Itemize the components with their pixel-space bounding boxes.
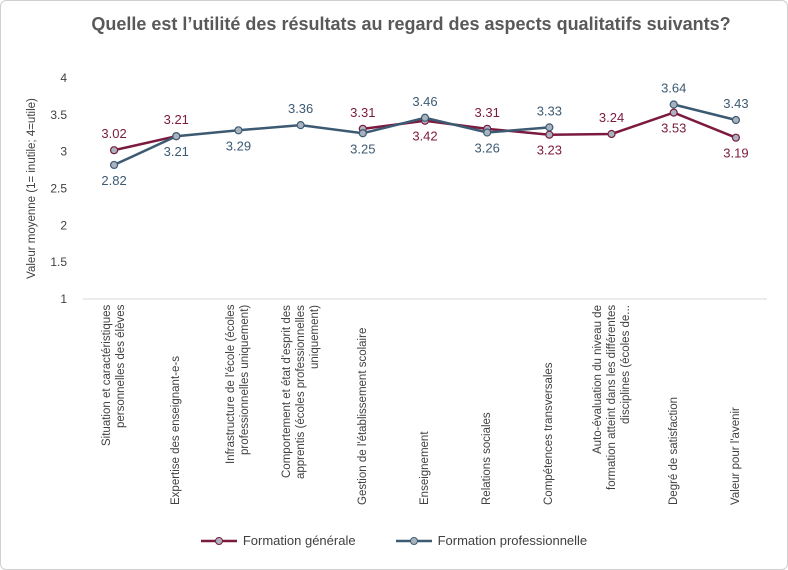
x-tick-label: Situation et caractéristiques personnell…	[101, 305, 128, 447]
legend-label: Formation générale	[242, 533, 356, 548]
x-tick-label: Valeur pour l'avenir	[729, 407, 742, 505]
data-label: 2.82	[101, 173, 126, 188]
data-label: 3.29	[226, 138, 251, 153]
data-label: 3.24	[599, 110, 624, 125]
legend-swatch	[395, 536, 432, 545]
point	[545, 130, 554, 139]
y-tick-label: 1.5	[50, 255, 67, 269]
data-label: 3.53	[661, 121, 686, 136]
data-label: 3.23	[537, 143, 562, 158]
point	[109, 146, 119, 155]
legend-item: Formation professionnelle	[395, 533, 588, 548]
data-label: 3.31	[350, 105, 375, 120]
data-label: 3.26	[475, 141, 500, 156]
point	[669, 108, 678, 117]
x-tick-label: Auto-évaluation du niveau de formation a…	[591, 305, 632, 491]
point	[669, 100, 678, 109]
point	[731, 133, 741, 142]
y-tick-label: 2.5	[50, 182, 67, 196]
point	[731, 115, 741, 125]
point	[483, 128, 492, 137]
x-tick-label: Enseignement	[419, 431, 431, 505]
data-label: 3.33	[537, 103, 562, 118]
point	[296, 121, 305, 130]
legend-marker	[409, 536, 418, 545]
chart-title: Quelle est l’utilité des résultats au re…	[91, 14, 731, 34]
data-label: 3.19	[723, 146, 748, 161]
y-tick-label: 3.5	[50, 108, 67, 122]
legend-label: Formation professionnelle	[437, 533, 588, 548]
y-tick-label: 3	[60, 145, 67, 159]
x-tick-label: Gestion de l'établissement scolaire	[356, 327, 369, 505]
y-tick-label: 1	[60, 292, 67, 306]
series-line	[113, 103, 737, 167]
x-tick-label: Comportement et état d'esprit des appren…	[280, 305, 321, 479]
point	[545, 123, 554, 132]
point	[109, 160, 119, 170]
data-label: 3.64	[661, 81, 686, 96]
x-tick-label: Infrastructure de l'école (écoles profes…	[225, 305, 252, 465]
data-label: 3.46	[412, 94, 437, 109]
data-label: 3.25	[350, 141, 375, 156]
data-label: 3.42	[412, 129, 437, 144]
point	[358, 129, 367, 138]
y-tick-label: 2	[60, 218, 67, 232]
x-tick-label: Expertise des enseignant-e-s	[170, 356, 183, 505]
y-axis-label: Valeur moyenne (1= inutile; 4=utile)	[26, 98, 38, 279]
data-label: 3.21	[164, 144, 189, 159]
legend-swatch	[200, 536, 237, 545]
data-label: 3.21	[164, 112, 189, 127]
legend: Formation générale Formation professionne…	[1, 533, 787, 548]
legend-marker	[214, 536, 223, 545]
data-label: 3.02	[101, 126, 126, 141]
point	[607, 129, 616, 139]
point	[234, 126, 243, 135]
point	[172, 132, 181, 141]
x-tick-label: Degré de satisfaction	[667, 396, 680, 505]
data-label: 3.36	[288, 101, 313, 116]
data-label: 3.31	[475, 105, 500, 120]
point	[420, 113, 430, 122]
data-label: 3.43	[723, 96, 748, 111]
legend-item: Formation générale	[200, 533, 356, 548]
y-tick-label: 4	[60, 71, 67, 85]
x-tick-label: Compétences transversales	[543, 362, 556, 505]
x-tick-label: Relations sociales	[481, 412, 494, 505]
